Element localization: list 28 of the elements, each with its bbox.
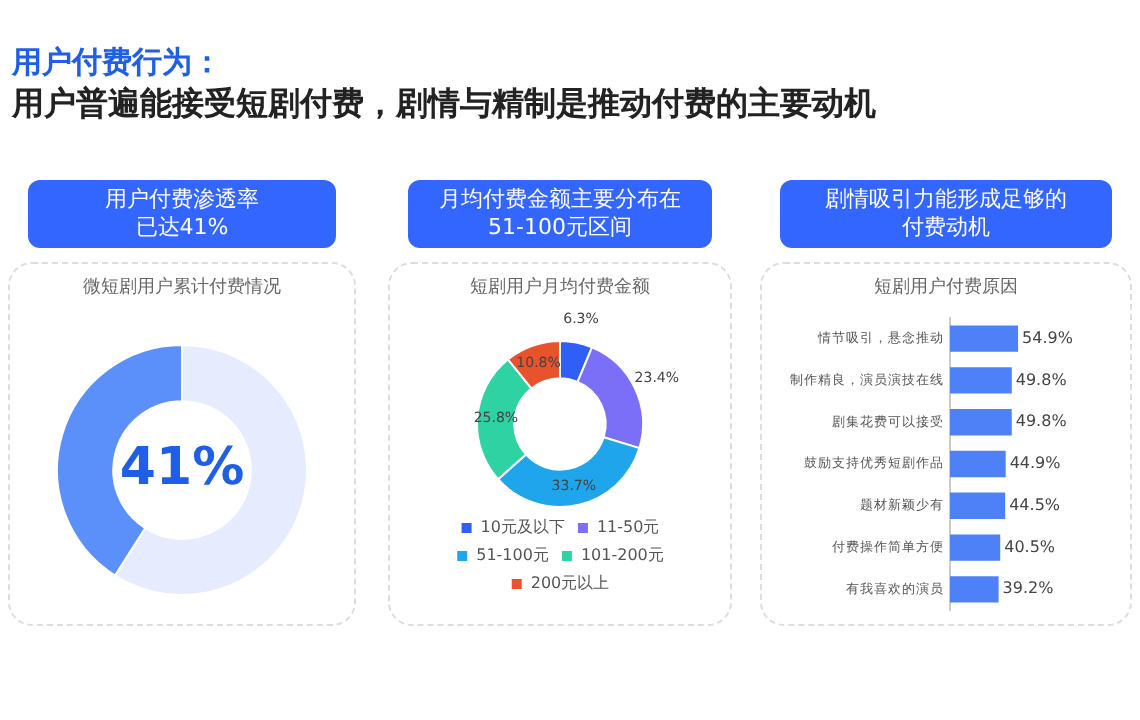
bar xyxy=(950,576,999,603)
chart-title: 剧情吸引力能形成足够的付费动机 xyxy=(823,186,1069,242)
text: 用户普遍能接受短剧付费，剧情与精制是推动付费的主要动机 xyxy=(12,84,876,126)
data-label: 44.5% xyxy=(1009,495,1061,514)
chart-title: 用户付费渗透率已达41% xyxy=(103,186,261,242)
data-label: 49.8% xyxy=(1015,370,1068,389)
legend-label: 101-200元 xyxy=(580,546,664,565)
chart-subtitle: 微短剧用户累计付费情况 xyxy=(81,276,283,300)
data-label: 40.5% xyxy=(1004,537,1056,556)
text: 用户付费行为： xyxy=(12,44,222,82)
bar xyxy=(950,450,1006,478)
bar xyxy=(950,325,1019,352)
data-label: 41% xyxy=(119,437,245,498)
data-label: 39.2% xyxy=(1002,579,1055,598)
chart-title: 月均付费金额主要分布在51-100元区间 xyxy=(437,186,683,242)
legend-label: 200元以上 xyxy=(530,574,610,593)
data-label: 49.8% xyxy=(1015,412,1068,431)
legend-label: 10元及以下 xyxy=(480,518,565,537)
chart-subtitle: 短剧用户月均付费金额 xyxy=(468,276,652,300)
bar xyxy=(950,367,1012,394)
legend-label: 11-50元 xyxy=(596,518,660,537)
bar xyxy=(950,534,1001,561)
legend-label: 51-100元 xyxy=(476,546,549,565)
data-label: 54.9% xyxy=(1022,328,1074,347)
bar xyxy=(950,492,1006,519)
chart-subtitle: 短剧用户付费原因 xyxy=(872,276,1020,300)
bar xyxy=(950,409,1012,436)
data-label: 44.9% xyxy=(1009,454,1062,473)
